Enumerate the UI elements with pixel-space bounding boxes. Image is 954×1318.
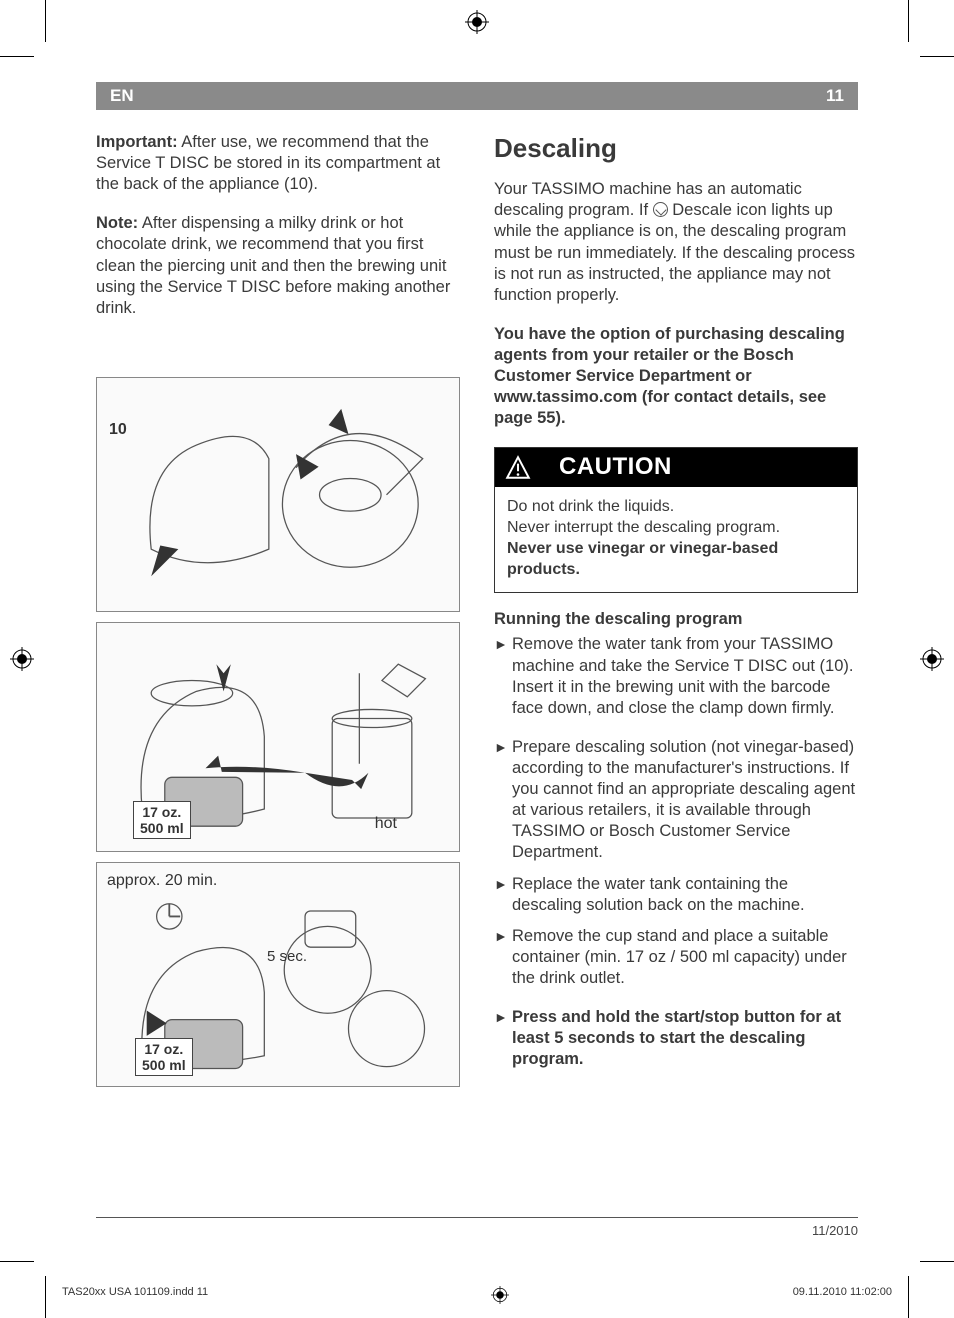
caution-body: Do not drink the liquids. Never interrup… [495, 487, 857, 592]
bullet-arrow-icon: ► [494, 1007, 512, 1070]
steps-title: Running the descaling program [494, 609, 858, 630]
step-text: Remove the cup stand and place a suitabl… [512, 926, 858, 989]
caution-header: CAUTION [495, 448, 857, 487]
bullet-arrow-icon: ► [494, 634, 512, 718]
step-item-final: ► Press and hold the start/stop button f… [494, 1007, 858, 1070]
figure-fill-tank: 17 oz.500 ml hot [96, 622, 460, 852]
right-column: Descaling Your TASSIMO machine has an au… [494, 132, 858, 1097]
crop-mark [920, 56, 954, 57]
step-text: Replace the water tank containing the de… [512, 874, 858, 916]
indd-filename: TAS20xx USA 101109.indd 11 [62, 1286, 208, 1304]
figure-press-label: 5 sec. [267, 947, 307, 966]
warning-icon [505, 455, 531, 481]
page-header: EN 11 [96, 82, 858, 110]
caution-line: Do not drink the liquids. [507, 497, 845, 518]
crop-mark [0, 56, 34, 57]
descale-icon [653, 202, 668, 217]
step-item: ► Prepare descaling solution (not vinega… [494, 737, 858, 864]
registration-mark-icon [465, 10, 489, 34]
section-title-descaling: Descaling [494, 132, 858, 165]
crop-mark [45, 1276, 46, 1318]
note-paragraph: Note: After dispensing a milky drink or … [96, 213, 460, 319]
caution-label: CAUTION [559, 452, 672, 483]
step-item: ► Replace the water tank containing the … [494, 874, 858, 916]
crop-mark [908, 0, 909, 42]
crop-mark [908, 1276, 909, 1318]
crop-mark [45, 0, 46, 42]
figure-illustration [97, 378, 459, 611]
step-item: ► Remove the cup stand and place a suita… [494, 926, 858, 989]
important-label: Important: [96, 133, 178, 151]
step-text: Press and hold the start/stop button for… [512, 1007, 858, 1070]
header-lang: EN [110, 86, 134, 106]
registration-mark-icon [920, 647, 944, 671]
caution-line: Never use vinegar or vinegar-based produ… [507, 539, 845, 581]
left-column: Important: After use, we recommend that … [96, 132, 460, 1097]
purchase-info: You have the option of purchasing descal… [494, 324, 858, 430]
figure-run-descale: approx. 20 min. 5 sec. 17 oz.500 ml [96, 862, 460, 1087]
caution-box: CAUTION Do not drink the liquids. Never … [494, 447, 858, 593]
important-paragraph: Important: After use, we recommend that … [96, 132, 460, 195]
registration-mark-icon [491, 1286, 509, 1304]
header-page-number: 11 [826, 86, 844, 106]
figure-volume-label: 17 oz.500 ml [135, 1038, 193, 1076]
step-item: ► Remove the water tank from your TASSIM… [494, 634, 858, 718]
bullet-arrow-icon: ► [494, 926, 512, 989]
footer-rule [96, 1217, 858, 1218]
bullet-arrow-icon: ► [494, 874, 512, 916]
figure-volume-label: 17 oz.500 ml [133, 801, 191, 839]
bullet-arrow-icon: ► [494, 737, 512, 864]
steps-list: Running the descaling program ► Remove t… [494, 609, 858, 1070]
note-text: After dispensing a milky drink or hot ch… [96, 214, 450, 316]
crop-mark [0, 1261, 34, 1262]
step-text: Prepare descaling solution (not vinegar-… [512, 737, 858, 864]
indd-timestamp: 09.11.2010 11:02:00 [793, 1286, 892, 1304]
figure-hot-label: hot [375, 814, 397, 834]
figure-label-10: 10 [109, 420, 127, 440]
registration-mark-icon [10, 647, 34, 671]
print-footer: TAS20xx USA 101109.indd 11 09.11.2010 11… [62, 1286, 892, 1304]
figure-service-tdisc: 10 [96, 377, 460, 612]
step-text: Remove the water tank from your TASSIMO … [512, 634, 858, 718]
crop-mark [920, 1261, 954, 1262]
descaling-intro: Your TASSIMO machine has an automatic de… [494, 179, 858, 306]
page-content: EN 11 Important: After use, we recommend… [96, 82, 858, 1252]
caution-line: Never interrupt the descaling program. [507, 518, 845, 539]
figure-duration-label: approx. 20 min. [107, 871, 217, 891]
footer-date: 11/2010 [812, 1223, 858, 1238]
note-label: Note: [96, 214, 138, 232]
